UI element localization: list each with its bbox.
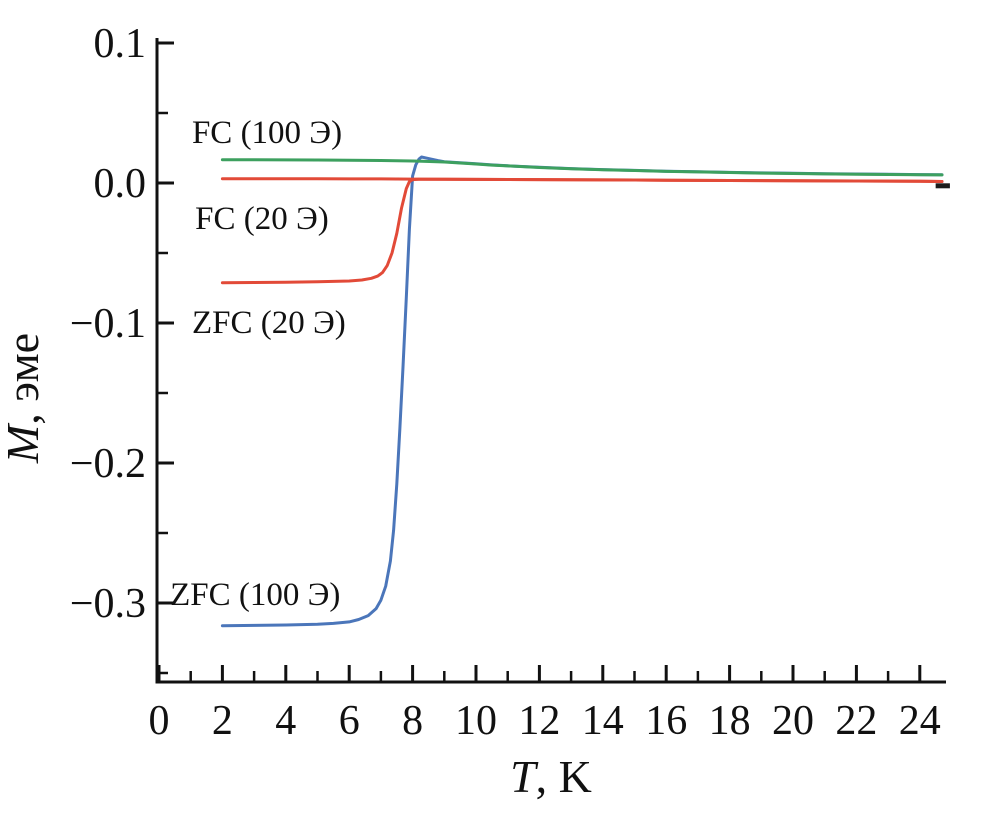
x-axis-title: T, K xyxy=(510,751,592,802)
x-tick-label: 0 xyxy=(149,698,170,744)
x-tick-label: 8 xyxy=(402,698,423,744)
y-axis-title: M, эме xyxy=(0,333,48,464)
y-tick-label: −0.3 xyxy=(70,581,146,627)
x-tick-label: 20 xyxy=(772,698,814,744)
zfc-20-label: ZFC (20 Э) xyxy=(192,305,346,341)
y-tick-label: −0.2 xyxy=(70,441,146,487)
x-tick-label: 10 xyxy=(455,698,497,744)
y-tick-label: −0.1 xyxy=(70,301,146,347)
x-tick-label: 24 xyxy=(899,698,941,744)
x-tick-label: 22 xyxy=(835,698,877,744)
x-tick-label: 2 xyxy=(212,698,233,744)
zfc-100-label: ZFC (100 Э) xyxy=(170,577,340,613)
x-tick-label: 18 xyxy=(709,698,751,744)
curve-fc-20 xyxy=(220,177,944,183)
y-tick-label: 0.1 xyxy=(94,21,147,67)
x-tick-label: 4 xyxy=(275,698,296,744)
x-tick-label: 14 xyxy=(582,698,624,744)
curve-zfc-20 xyxy=(220,177,944,285)
y-tick-label: 0.0 xyxy=(94,161,147,207)
curve-zfc-100 xyxy=(220,155,944,628)
fc-20-label: FC (20 Э) xyxy=(195,201,329,237)
axes-frame xyxy=(155,38,946,684)
curve-fc-100 xyxy=(220,158,944,177)
x-tick-label: 6 xyxy=(339,698,360,744)
x-tick-label: 12 xyxy=(518,698,560,744)
x-tick-label: 16 xyxy=(645,698,687,744)
fc-100-label: FC (100 Э) xyxy=(192,115,342,151)
